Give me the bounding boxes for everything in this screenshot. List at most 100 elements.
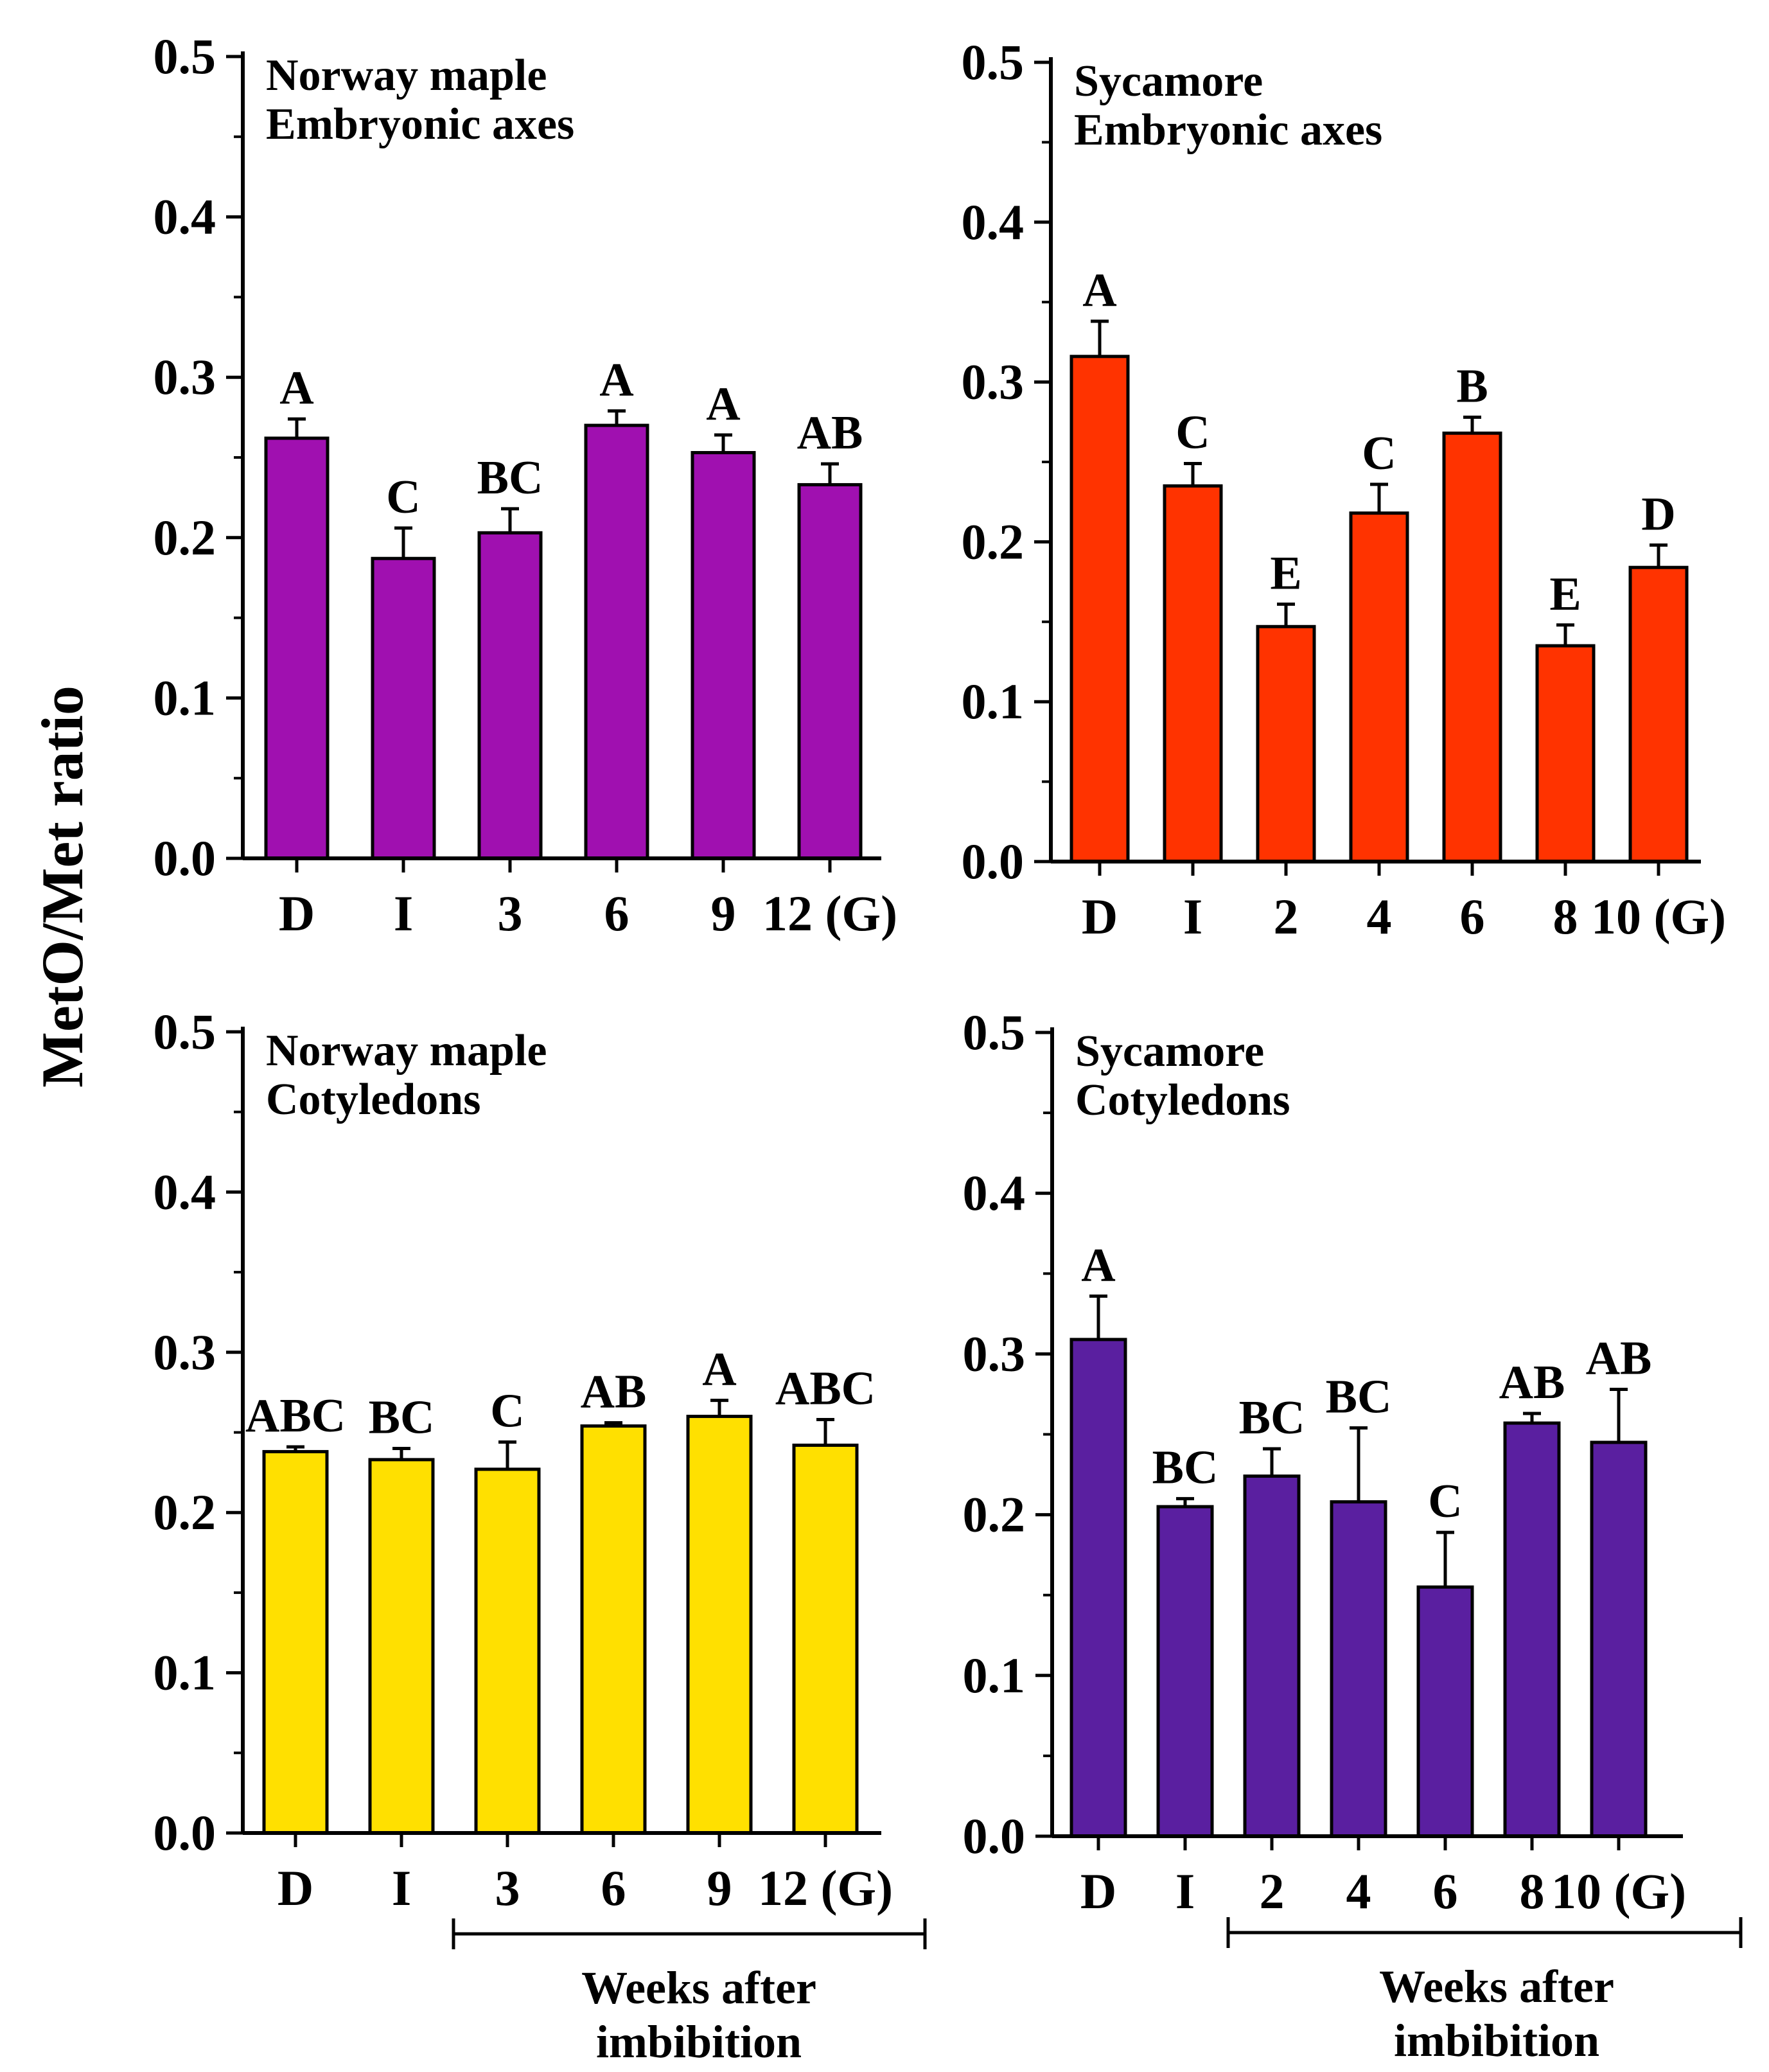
x-tick-label: 4 [1346, 1863, 1371, 1919]
y-tick-label: 0.3 [962, 354, 1025, 410]
x-tick-label: 8 [1520, 1863, 1545, 1919]
bar [1156, 1505, 1214, 1838]
significance-label: A [1082, 264, 1116, 317]
significance-label: AB [1499, 1356, 1565, 1409]
y-tick-label: 0.5 [963, 1004, 1026, 1060]
x-tick-label: 3 [495, 1860, 520, 1916]
bar [264, 436, 330, 860]
x-tick-label: 8 [1553, 889, 1578, 944]
y-tick-label: 0.5 [154, 28, 216, 84]
y-tick-label: 0.2 [962, 513, 1025, 569]
weeks-label-line2: imbibition [596, 2016, 802, 2068]
x-tick-label: I [1175, 1863, 1195, 1919]
significance-label: C [386, 471, 420, 524]
bar [691, 451, 756, 860]
y-tick-label: 0.1 [154, 1645, 216, 1701]
x-tick-label: D [1082, 889, 1118, 944]
x-tick-label: D [279, 885, 315, 941]
bar [1442, 431, 1502, 863]
significance-label: BC [1152, 1442, 1219, 1494]
bar [1535, 644, 1596, 863]
panel-subtitle: Cotyledons [1075, 1076, 1290, 1125]
x-tick-label: 10 (G) [1591, 889, 1726, 944]
significance-label: BC [477, 452, 543, 504]
bar [1349, 511, 1409, 863]
y-tick-label: 0.1 [154, 669, 216, 725]
x-tick-label: D [1080, 1863, 1116, 1919]
bar [1163, 484, 1223, 863]
x-tick-label: D [277, 1860, 313, 1916]
y-tick-label: 0.4 [963, 1165, 1026, 1221]
panel-subtitle: Embryonic axes [1074, 105, 1382, 155]
bar [580, 1424, 647, 1835]
bar [797, 483, 863, 860]
bar [371, 556, 436, 860]
y-tick-label: 0.4 [154, 1164, 216, 1219]
bar [1069, 355, 1130, 863]
x-tick-label: 12 (G) [758, 1860, 893, 1916]
x-tick-label: 6 [601, 1860, 626, 1916]
x-tick-label: I [1183, 889, 1202, 944]
significance-label: E [1549, 568, 1581, 621]
bar [477, 531, 543, 860]
y-tick-label: 0.1 [963, 1647, 1026, 1703]
y-tick-label: 0.3 [963, 1325, 1026, 1381]
bar [1330, 1500, 1387, 1838]
y-tick-label: 0.0 [154, 1805, 216, 1861]
y-tick-label: 0.4 [154, 189, 216, 245]
weeks-label-line2: imbibition [1394, 2015, 1599, 2066]
x-tick-label: 2 [1274, 889, 1299, 944]
weeks-label-line1: Weeks after [1379, 1961, 1614, 2012]
bar [584, 423, 649, 860]
significance-label: D [1641, 488, 1675, 540]
significance-label: A [702, 1343, 736, 1396]
panel-title: Norway maple [266, 1026, 547, 1076]
significance-label: C [1428, 1475, 1462, 1528]
y-tick-label: 0.4 [962, 194, 1025, 250]
x-tick-label: 4 [1367, 889, 1392, 944]
x-tick-label: 6 [604, 885, 629, 941]
x-tick-label: 9 [711, 885, 736, 941]
bar [686, 1415, 753, 1835]
y-tick-label: 0.1 [962, 673, 1025, 729]
x-tick-label: 10 (G) [1551, 1863, 1686, 1919]
panel-subtitle: Embryonic axes [266, 100, 574, 149]
bar [792, 1443, 859, 1835]
y-axis-label: MetO/Met ratio [30, 686, 95, 1088]
significance-label: AB [797, 407, 863, 459]
significance-label: ABC [245, 1390, 346, 1442]
bar [474, 1467, 541, 1835]
panel-title: Norway maple [266, 51, 547, 100]
bar [1503, 1421, 1561, 1838]
significance-label: A [1081, 1239, 1115, 1291]
significance-label: BC [369, 1391, 435, 1444]
significance-label: A [279, 362, 313, 414]
x-tick-label: 9 [707, 1860, 732, 1916]
x-tick-label: 2 [1260, 1863, 1285, 1919]
y-tick-label: 0.5 [154, 1004, 216, 1059]
significance-label: C [490, 1385, 524, 1437]
significance-label: BC [1239, 1392, 1305, 1444]
x-tick-label: 6 [1460, 889, 1485, 944]
x-tick-label: I [392, 1860, 411, 1916]
significance-label: C [1362, 427, 1396, 480]
y-tick-label: 0.0 [963, 1808, 1026, 1864]
y-tick-label: 0.2 [154, 1484, 216, 1540]
bar [1590, 1440, 1648, 1838]
significance-label: C [1175, 406, 1210, 459]
x-tick-label: 12 (G) [762, 885, 897, 941]
x-tick-label: I [394, 885, 413, 941]
panel-title: Sycamore [1074, 57, 1263, 106]
bar [1628, 565, 1689, 863]
y-tick-label: 0.0 [962, 833, 1025, 889]
bar [1416, 1585, 1474, 1838]
significance-label: AB [581, 1366, 647, 1419]
significance-label: BC [1326, 1370, 1392, 1423]
bar [262, 1449, 329, 1835]
y-tick-label: 0.2 [154, 509, 216, 565]
